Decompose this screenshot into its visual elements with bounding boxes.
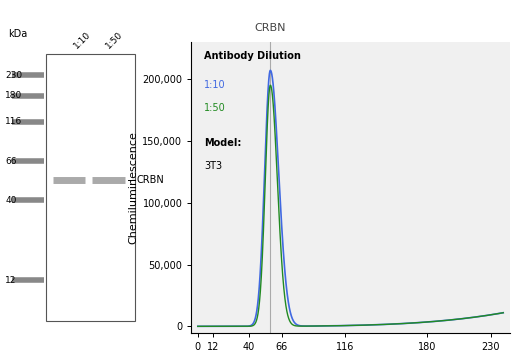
Y-axis label: Chemiluminescence: Chemiluminescence (128, 131, 138, 244)
Text: Antibody Dilution: Antibody Dilution (204, 51, 301, 61)
Text: 1:50: 1:50 (204, 103, 226, 113)
Text: 1:50: 1:50 (103, 30, 124, 51)
Text: 230: 230 (5, 71, 22, 80)
Text: CRBN: CRBN (137, 175, 164, 185)
Text: Model:: Model: (204, 138, 242, 148)
Text: 40: 40 (5, 196, 17, 205)
Text: CRBN: CRBN (255, 23, 286, 33)
Text: 12: 12 (5, 276, 17, 285)
Text: 1:10: 1:10 (72, 30, 93, 51)
Text: 66: 66 (5, 156, 17, 166)
Bar (46, 54, 135, 321)
Text: kDa: kDa (8, 29, 28, 39)
Text: 1:10: 1:10 (204, 80, 226, 90)
Text: 116: 116 (5, 117, 22, 126)
Text: 180: 180 (5, 91, 22, 100)
Text: 3T3: 3T3 (204, 161, 223, 171)
